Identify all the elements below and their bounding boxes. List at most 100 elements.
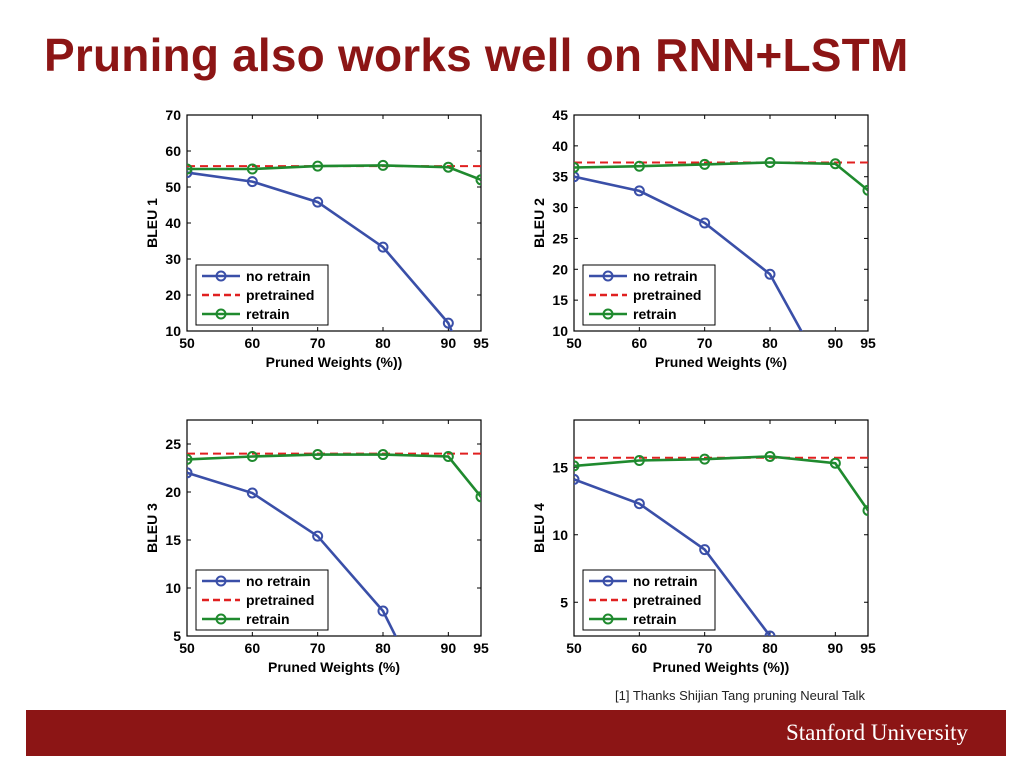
series-line-retrain	[574, 161, 868, 192]
data-point-retrain	[246, 163, 258, 175]
data-point-retrain	[187, 453, 193, 465]
footnote: [1] Thanks Shijian Tang pruning Neural T…	[615, 688, 866, 703]
data-point-retrain	[187, 163, 193, 175]
data-point-no-retrain	[312, 530, 324, 542]
footer-brand: Stanford University	[785, 720, 968, 745]
x-tick-label: 95	[473, 640, 489, 656]
x-axis-label: Pruned Weights (%)	[655, 354, 787, 370]
legend-label: no retrain	[246, 268, 311, 284]
series-line-no-retrain	[574, 478, 772, 636]
legend-label: pretrained	[246, 287, 314, 303]
legend-marker	[215, 270, 227, 282]
y-tick-label: 20	[165, 287, 181, 303]
y-tick-label: 35	[552, 169, 568, 185]
data-point-retrain	[574, 460, 580, 472]
series-group	[574, 157, 868, 331]
x-tick-label: 50	[179, 335, 195, 351]
x-tick-label: 50	[566, 335, 582, 351]
data-point-no-retrain	[633, 185, 645, 197]
x-tick-label: 95	[860, 335, 876, 351]
chart-bleu-3: 5 10 15 20 25 50 60 70 80 90 95 Pruned Weights (%) B…	[144, 419, 489, 675]
legend-marker	[602, 575, 614, 587]
data-point-retrain	[633, 160, 645, 172]
x-tick-label: 50	[566, 640, 582, 656]
series-line-retrain	[187, 453, 481, 498]
x-tick-label: 90	[828, 640, 844, 656]
x-tick-label: 90	[441, 640, 457, 656]
y-tick-label: 10	[552, 527, 568, 543]
y-tick-label: 70	[165, 107, 181, 123]
y-tick-label: 30	[165, 251, 181, 267]
y-tick-label: 10	[552, 323, 568, 339]
x-tick-label: 95	[473, 335, 489, 351]
y-tick-label: 10	[165, 580, 181, 596]
data-point-no-retrain	[246, 176, 258, 188]
legend-marker	[215, 613, 227, 625]
data-point-retrain	[377, 159, 389, 171]
y-tick-label: 25	[165, 436, 181, 452]
data-point-retrain	[699, 158, 711, 170]
y-axis-label: BLEU 4	[531, 503, 547, 553]
data-point-retrain	[475, 174, 481, 186]
data-point-retrain	[862, 184, 868, 196]
data-point-no-retrain	[699, 544, 711, 556]
x-tick-label: 90	[828, 335, 844, 351]
footer-bar: Stanford University	[26, 710, 1006, 756]
legend-label: retrain	[246, 611, 290, 627]
data-point-retrain	[633, 455, 645, 466]
legend-marker	[602, 613, 614, 625]
data-point-no-retrain	[764, 630, 776, 636]
x-tick-label: 70	[697, 640, 713, 656]
legend-marker	[215, 308, 227, 320]
data-point-retrain	[862, 504, 868, 516]
legend-label: no retrain	[633, 268, 698, 284]
series-group	[187, 449, 481, 636]
data-point-retrain	[442, 450, 454, 462]
series-group	[574, 450, 868, 636]
x-axis-label: Pruned Weights (%)	[268, 659, 400, 675]
data-point-retrain	[246, 450, 258, 462]
legend-label: no retrain	[246, 573, 311, 589]
y-tick-label: 30	[552, 200, 568, 216]
data-point-no-retrain	[574, 171, 580, 183]
x-tick-label: 95	[860, 640, 876, 656]
y-axis-label: BLEU 3	[144, 503, 160, 553]
x-tick-label: 50	[179, 640, 195, 656]
y-tick-label: 15	[552, 292, 568, 308]
legend-label: retrain	[246, 306, 290, 322]
data-point-retrain	[829, 457, 841, 469]
data-point-no-retrain	[633, 498, 645, 510]
data-point-retrain	[699, 453, 711, 465]
data-point-retrain	[312, 449, 324, 461]
data-point-retrain	[764, 157, 776, 169]
series-line-no-retrain	[187, 471, 397, 636]
legend-marker	[215, 575, 227, 587]
data-point-retrain	[312, 160, 324, 172]
x-tick-label: 70	[310, 335, 326, 351]
x-tick-label: 60	[245, 335, 261, 351]
x-tick-label: 70	[697, 335, 713, 351]
series-line-retrain	[574, 455, 868, 512]
chart-bleu-2: 10 15 20 25 30 35 40 45 50 60 70 80 90 95 Pruned Weigh…	[531, 107, 876, 370]
series-line-retrain	[187, 164, 481, 182]
data-point-no-retrain	[574, 473, 580, 485]
legend-label: pretrained	[633, 592, 701, 608]
data-point-retrain	[442, 161, 454, 173]
data-point-no-retrain	[699, 217, 711, 229]
y-tick-label: 50	[165, 179, 181, 195]
y-tick-label: 40	[165, 215, 181, 231]
data-point-retrain	[574, 161, 580, 173]
legend-label: pretrained	[633, 287, 701, 303]
data-point-no-retrain	[377, 605, 389, 617]
x-tick-label: 80	[375, 335, 391, 351]
data-point-retrain	[475, 491, 481, 503]
y-tick-label: 15	[552, 459, 568, 475]
chart-bleu-1: 10 20 30 40 50 60 70 50 60 70 80 90 95 Pruned Weights…	[144, 107, 489, 370]
data-point-no-retrain	[187, 167, 193, 179]
y-tick-label: 20	[165, 484, 181, 500]
x-axis-label: Pruned Weights (%))	[266, 354, 403, 370]
y-tick-label: 20	[552, 261, 568, 277]
data-point-no-retrain	[246, 487, 258, 499]
data-point-retrain	[377, 449, 389, 461]
x-tick-label: 60	[632, 335, 648, 351]
